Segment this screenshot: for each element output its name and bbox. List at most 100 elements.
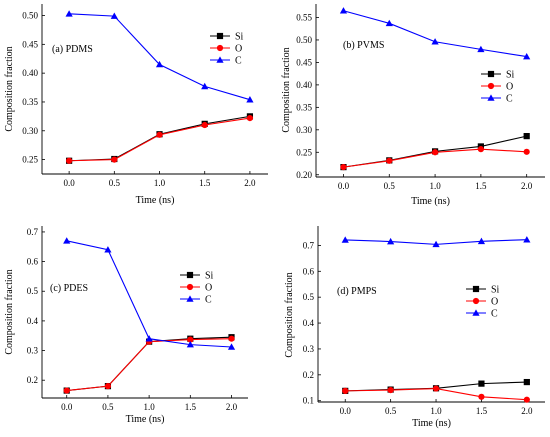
- x-tick-label: 1.0: [429, 181, 441, 191]
- data-point-o: [342, 387, 349, 394]
- data-point-c: [65, 10, 73, 17]
- x-axis-label: Time (ns): [136, 195, 175, 206]
- chart-panel-4: 0.1 0.2 0.3 0.4 0.5 0.6 0.7 0.0 0.5 1.0 1.5 2.0 Time…: [284, 226, 545, 429]
- series-line-o: [69, 117, 251, 162]
- data-point-c: [246, 96, 254, 103]
- panel-label: (b) PVMS: [343, 40, 384, 51]
- y-tick-label: 0.5: [27, 286, 39, 296]
- data-point-o: [228, 335, 235, 342]
- x-axis-label: Time (ns): [412, 418, 451, 429]
- data-point-o: [432, 385, 440, 392]
- data-point-o: [66, 157, 73, 164]
- data-point-o: [523, 148, 530, 155]
- y-tick-label: 0.50: [22, 11, 38, 21]
- legend-marker-c: [487, 94, 495, 101]
- legend-marker-si: [216, 32, 224, 40]
- data-point-c: [387, 237, 395, 245]
- y-tick-label: 0.7: [27, 227, 39, 237]
- legend-label-si: Si: [205, 271, 214, 282]
- y-tick-label: 0.5: [303, 292, 315, 302]
- legend-label-o: O: [235, 44, 242, 55]
- y-tick-label: 0.45: [22, 39, 38, 49]
- x-tick-label: 0.0: [63, 178, 75, 188]
- data-point-c: [339, 7, 348, 14]
- x-tick-label: 0.0: [340, 406, 352, 416]
- x-tick-label: 0.5: [109, 178, 121, 188]
- data-point-c: [523, 52, 531, 60]
- data-point-o: [63, 387, 70, 394]
- y-tick-label: 0.2: [303, 370, 314, 380]
- x-tick-label: 1.5: [475, 181, 487, 191]
- legend-marker-o: [487, 82, 495, 90]
- y-tick-label: 0.20: [296, 170, 312, 180]
- data-point-c: [477, 237, 486, 245]
- legend-label-o: O: [205, 283, 212, 294]
- y-tick-label: 0.30: [22, 126, 38, 136]
- y-tick-label: 0.45: [296, 57, 312, 67]
- legend-label-c: C: [205, 295, 212, 306]
- x-tick-label: 2.0: [226, 402, 238, 412]
- x-tick-label: 0.5: [384, 181, 396, 191]
- legend-marker-si: [487, 70, 495, 78]
- legend-label-o: O: [491, 297, 498, 308]
- y-tick-label: 0.35: [22, 97, 38, 107]
- data-point-o: [431, 149, 439, 156]
- legend-label-si: Si: [235, 32, 244, 43]
- data-point-c: [155, 60, 164, 68]
- legend-marker-o: [186, 283, 194, 291]
- y-axis-label: Composition fraction: [4, 46, 15, 131]
- x-tick-label: 1.0: [143, 402, 155, 412]
- y-tick-label: 0.6: [303, 266, 315, 276]
- x-tick-label: 1.5: [199, 178, 211, 188]
- y-axis-label: Composition fraction: [284, 272, 295, 357]
- data-point-o: [201, 121, 208, 129]
- y-tick-label: 0.35: [296, 102, 312, 112]
- data-point-si: [478, 380, 485, 387]
- x-tick-label: 0.0: [338, 181, 350, 191]
- legend-label-si: Si: [506, 70, 515, 81]
- data-point-o: [104, 383, 112, 390]
- legend-marker-c: [216, 56, 224, 63]
- x-axis-label: Time (ns): [411, 196, 450, 207]
- data-point-c: [104, 246, 112, 253]
- data-point-c: [385, 19, 393, 27]
- x-tick-label: 1.5: [185, 402, 197, 412]
- x-tick-label: 0.5: [102, 402, 114, 412]
- data-point-c: [341, 236, 349, 243]
- data-point-o: [386, 157, 393, 164]
- data-point-o: [477, 146, 484, 153]
- legend-marker-si: [472, 285, 480, 293]
- chart-panel-2: 0.20 0.25 0.30 0.35 0.40 0.45 0.50 0.55 0.0 0.5 1.…: [281, 4, 545, 207]
- data-point-o: [156, 131, 163, 138]
- legend-marker-o: [472, 297, 480, 305]
- data-point-o: [111, 156, 118, 163]
- legend-marker-c: [186, 295, 194, 302]
- series-line-c: [69, 13, 251, 101]
- data-point-c: [477, 45, 485, 53]
- y-tick-label: 0.25: [22, 155, 38, 165]
- legend-label-c: C: [491, 309, 498, 320]
- data-point-c: [63, 237, 71, 244]
- series-line-o: [66, 338, 232, 392]
- y-tick-label: 0.3: [303, 344, 315, 354]
- data-point-o: [246, 115, 254, 122]
- y-tick-label: 0.1: [303, 396, 314, 406]
- data-point-c: [201, 82, 209, 90]
- legend-label-c: C: [506, 94, 513, 105]
- data-point-c: [186, 341, 194, 348]
- y-tick-label: 0.50: [296, 35, 312, 45]
- y-tick-label: 0.30: [296, 125, 312, 135]
- data-point-o: [523, 396, 530, 403]
- panel-label: (d) PMPS: [337, 286, 377, 297]
- y-tick-label: 0.4: [303, 318, 315, 328]
- y-tick-label: 0.55: [296, 12, 312, 22]
- x-tick-label: 2.0: [244, 178, 256, 188]
- data-point-si: [523, 133, 530, 140]
- x-axis-label: Time (ns): [126, 414, 165, 425]
- y-axis-label: Composition fraction: [281, 47, 292, 132]
- y-tick-label: 0.40: [296, 80, 312, 90]
- legend-label-o: O: [506, 82, 513, 93]
- y-tick-label: 0.6: [27, 257, 39, 267]
- x-tick-label: 2.0: [521, 181, 533, 191]
